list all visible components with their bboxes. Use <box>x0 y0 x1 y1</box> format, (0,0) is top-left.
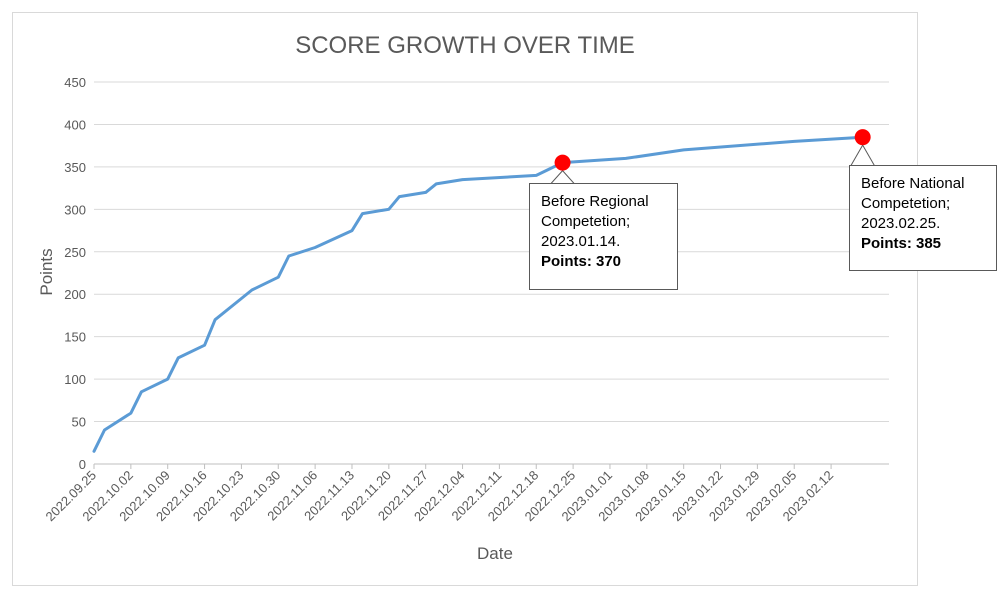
callout-points: Points: 385 <box>861 235 942 252</box>
callout-text-line: Before National <box>861 175 965 192</box>
callout-text-line: 2023.01.14. <box>541 233 621 250</box>
callout-points: Points: 370 <box>541 253 622 270</box>
y-tick-label: 450 <box>64 75 86 90</box>
y-tick-label: 50 <box>72 415 86 430</box>
x-axis-label: Date <box>477 544 513 563</box>
callout-pointer <box>549 169 576 185</box>
callout-text-line: 2023.02.25. <box>861 215 941 232</box>
callout-text-line: Before Regional <box>541 193 649 210</box>
y-tick-label: 350 <box>64 160 86 175</box>
annotation-marker <box>854 129 871 146</box>
y-axis-label: Points <box>37 248 56 295</box>
annotation-markers <box>549 129 876 185</box>
annotation-callout-national: Before National Competetion; 2023.02.25.… <box>849 165 997 271</box>
y-tick-label: 300 <box>64 202 86 217</box>
annotation-marker <box>554 154 571 171</box>
callout-text-line: Competetion; <box>541 213 631 230</box>
y-tick-label: 200 <box>64 287 86 302</box>
chart-title: SCORE GROWTH OVER TIME <box>295 32 635 59</box>
chart-area <box>12 12 918 586</box>
y-tick-label: 100 <box>64 372 86 387</box>
y-tick-label: 250 <box>64 245 86 260</box>
callout-text-line: Competetion; <box>861 195 951 212</box>
annotation-callout-regional: Before Regional Competetion; 2023.01.14.… <box>529 183 678 290</box>
callout-pointer <box>849 144 876 167</box>
gridlines <box>94 81 889 423</box>
y-tick-label: 400 <box>64 117 86 132</box>
y-tick-label: 0 <box>79 457 86 472</box>
y-tick-label: 150 <box>64 330 86 345</box>
